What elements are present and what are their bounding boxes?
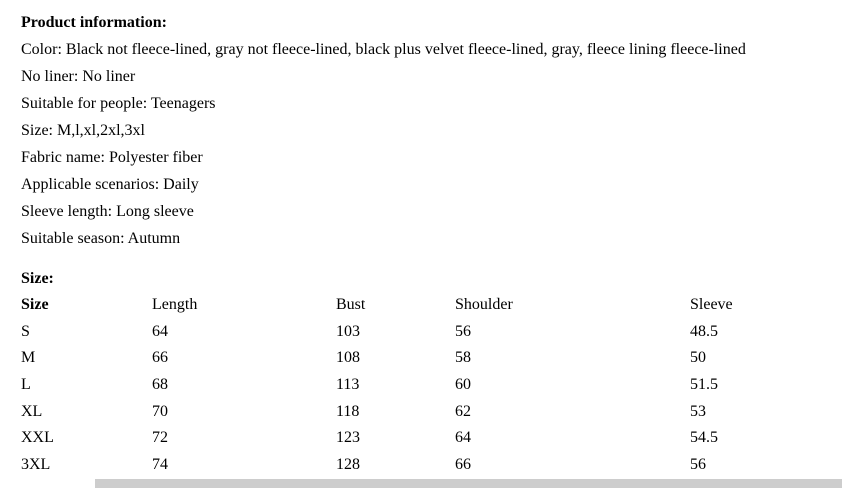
size-table-header-size: Size [21, 296, 49, 314]
size-table-header-length: Length [152, 296, 198, 314]
size-table-cell: 3XL [21, 455, 51, 473]
size-table-cell: 50 [690, 349, 706, 367]
size-table-row-m: M 66 108 58 50 [21, 345, 831, 372]
horizontal-scrollbar-thumb[interactable] [95, 479, 842, 488]
product-info-line-liner: No liner: No liner [21, 68, 136, 85]
product-page-content: Product information: Color: Black not fl… [21, 14, 831, 478]
size-table-cell: 118 [336, 402, 360, 420]
size-table-row-l: L 68 113 60 51.5 [21, 372, 831, 399]
product-info-heading: Product information: [21, 14, 167, 31]
product-info-line-color: Color: Black not fleece-lined, gray not … [21, 41, 746, 58]
size-table-cell: 66 [152, 349, 168, 367]
size-table-row-xxl: XXL 72 123 64 54.5 [21, 425, 831, 452]
size-table-cell: 128 [336, 455, 360, 473]
size-table-cell: 113 [336, 376, 360, 394]
size-table-cell: 53 [690, 402, 706, 420]
size-table-cell: 56 [690, 455, 706, 473]
size-table-cell: 64 [455, 429, 471, 447]
product-info-line-scenario: Applicable scenarios: Daily [21, 176, 199, 193]
size-table-cell: 64 [152, 322, 168, 340]
size-table-header-row: Size Length Bust Shoulder Sleeve [21, 292, 831, 319]
size-table-cell: 68 [152, 376, 168, 394]
size-table-cell: 123 [336, 429, 360, 447]
size-table-cell: 56 [455, 322, 471, 340]
size-table-cell: 62 [455, 402, 471, 420]
size-table-row-xl: XL 70 118 62 53 [21, 398, 831, 425]
size-table-row-s: S 64 103 56 48.5 [21, 319, 831, 346]
size-table-cell: S [21, 322, 30, 340]
size-table-cell: L [21, 376, 31, 394]
size-table-header-sleeve: Sleeve [690, 296, 733, 314]
size-table-cell: 58 [455, 349, 471, 367]
product-info-line-sleeve: Sleeve length: Long sleeve [21, 203, 194, 220]
size-section-heading: Size: [21, 270, 54, 287]
size-table-cell: 74 [152, 455, 168, 473]
size-table-cell: 60 [455, 376, 471, 394]
product-info-line-fabric: Fabric name: Polyester fiber [21, 149, 203, 166]
horizontal-scrollbar[interactable] [0, 478, 842, 488]
size-table-cell: 48.5 [690, 322, 718, 340]
size-table-cell: 51.5 [690, 376, 718, 394]
size-table-cell: 70 [152, 402, 168, 420]
product-info-line-people: Suitable for people: Teenagers [21, 95, 216, 112]
size-table-cell: 72 [152, 429, 168, 447]
size-table-header-bust: Bust [336, 296, 366, 314]
size-table-cell: 108 [336, 349, 360, 367]
size-table-cell: XL [21, 402, 43, 420]
size-table-header-shoulder: Shoulder [455, 296, 513, 314]
product-info-line-size: Size: M,l,xl,2xl,3xl [21, 122, 145, 139]
size-table-cell: 66 [455, 455, 471, 473]
size-table-cell: XXL [21, 429, 54, 447]
size-table-cell: 54.5 [690, 429, 718, 447]
size-table-cell: 103 [336, 322, 360, 340]
size-table: Size Length Bust Shoulder Sleeve S 64 10… [21, 292, 831, 478]
size-table-row-3xl: 3XL 74 128 66 56 [21, 452, 831, 479]
size-table-cell: M [21, 349, 36, 367]
product-info-line-season: Suitable season: Autumn [21, 230, 181, 247]
